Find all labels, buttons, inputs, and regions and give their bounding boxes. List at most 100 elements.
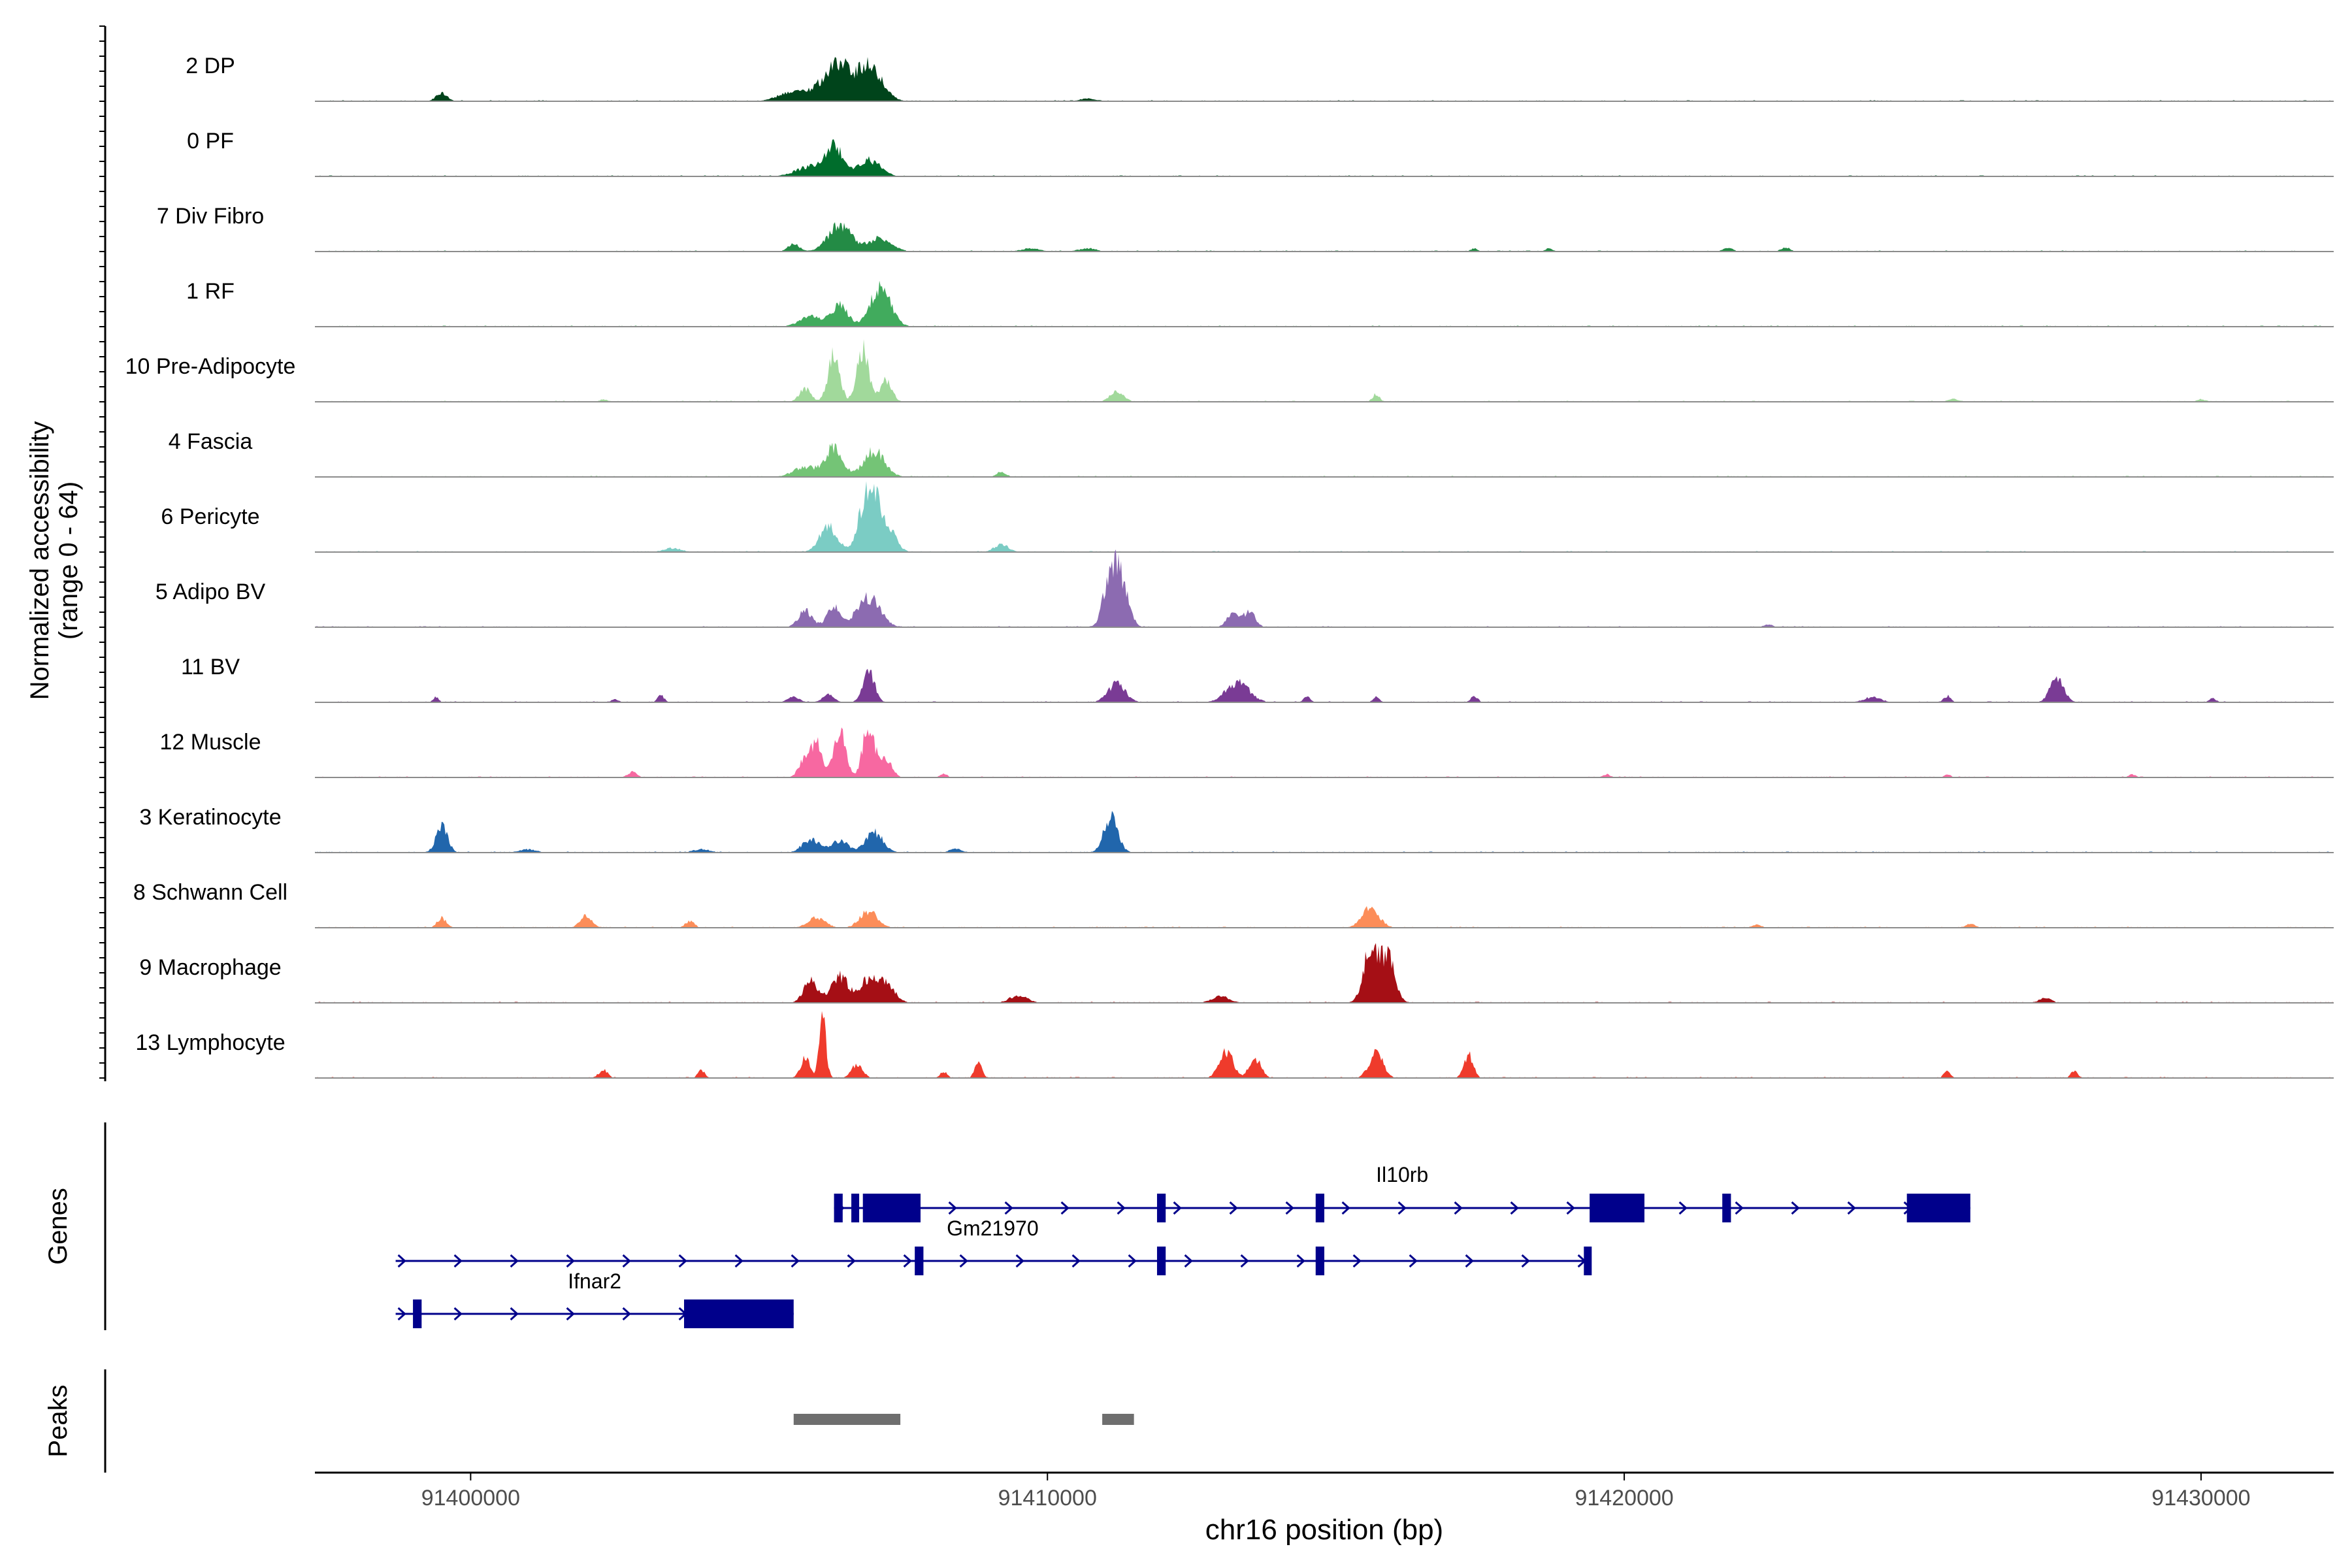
- exon: [915, 1247, 924, 1275]
- strand-arrow: [397, 1307, 406, 1321]
- exon: [684, 1299, 794, 1328]
- y-axis-label-line2: (range 0 - 64): [54, 482, 83, 640]
- track-0: 2 DP: [186, 54, 2334, 102]
- strand-arrow: [1566, 1201, 1575, 1215]
- strand-arrow: [948, 1201, 957, 1215]
- y-axis-label-line1: Normalized accessibility: [25, 421, 54, 700]
- strand-arrow: [1285, 1201, 1294, 1215]
- track-7: 5 Adipo BV: [155, 549, 2334, 628]
- gene-label-0: Il10rb: [1376, 1163, 1428, 1186]
- peak-region-1: [1102, 1414, 1134, 1425]
- x-tick-label-3: 91430000: [2151, 1486, 2250, 1511]
- strand-arrow: [1060, 1201, 1070, 1215]
- strand-arrow: [903, 1254, 912, 1268]
- gene-label-1: Gm21970: [947, 1217, 1039, 1240]
- exon: [413, 1299, 422, 1328]
- coverage-area-2: [315, 222, 2334, 252]
- track-label-13: 13 Lymphocyte: [135, 1030, 285, 1055]
- gene-1: Gm21970: [395, 1217, 1592, 1275]
- peaks-axis-label: Peaks: [44, 1384, 73, 1457]
- strand-arrow: [1847, 1201, 1856, 1215]
- track-9: 12 Muscle: [160, 727, 2334, 778]
- track-10: 3 Keratinocyte: [139, 805, 2334, 853]
- track-label-7: 5 Adipo BV: [155, 580, 266, 604]
- strand-arrow: [1117, 1201, 1126, 1215]
- track-label-2: 7 Div Fibro: [157, 204, 264, 229]
- gene-2: Ifnar2: [395, 1269, 794, 1328]
- coverage-area-12: [315, 943, 2334, 1003]
- x-axis-label: chr16 position (bp): [1205, 1514, 1443, 1546]
- exon: [851, 1194, 860, 1222]
- track-label-0: 2 DP: [186, 54, 235, 78]
- track-label-5: 4 Fascia: [169, 429, 253, 454]
- genes-axis-label: Genes: [44, 1188, 73, 1265]
- strand-arrow: [1004, 1201, 1013, 1215]
- strand-arrow: [1678, 1201, 1688, 1215]
- strand-arrow: [1341, 1201, 1350, 1215]
- track-8: 11 BV: [181, 655, 2334, 703]
- track-4: 10 Pre-Adipocyte: [125, 339, 2334, 402]
- track-2: 7 Div Fibro: [157, 204, 2334, 252]
- track-label-1: 0 PF: [187, 129, 234, 154]
- strand-arrow: [1397, 1201, 1407, 1215]
- exon: [1315, 1194, 1324, 1222]
- peak-region-0: [793, 1414, 901, 1425]
- track-11: 8 Schwann Cell: [133, 880, 2334, 928]
- peak-track: [793, 1414, 1134, 1425]
- exon: [1590, 1194, 1644, 1222]
- strand-arrow: [1791, 1201, 1800, 1215]
- strand-arrow: [959, 1254, 968, 1268]
- strand-arrow: [1071, 1254, 1081, 1268]
- strand-arrow: [1240, 1254, 1249, 1268]
- strand-arrow: [510, 1254, 519, 1268]
- gene-0: Il10rb: [834, 1163, 1970, 1222]
- exon: [1722, 1194, 1731, 1222]
- coverage-area-4: [315, 339, 2334, 402]
- track-3: 1 RF: [186, 279, 2334, 327]
- coverage-area-13: [315, 1011, 2334, 1078]
- strand-arrow: [1184, 1254, 1193, 1268]
- track-label-11: 8 Schwann Cell: [133, 880, 287, 905]
- x-tick-label-0: 91400000: [421, 1486, 520, 1511]
- strand-arrow: [678, 1254, 687, 1268]
- strand-arrow: [847, 1254, 856, 1268]
- exon: [1315, 1247, 1324, 1275]
- track-13: 13 Lymphocyte: [135, 1011, 2334, 1079]
- strand-arrow: [1015, 1254, 1024, 1268]
- strand-arrow: [453, 1254, 463, 1268]
- track-12: 9 Macrophage: [139, 943, 2334, 1004]
- x-tick-label-2: 91420000: [1575, 1486, 1673, 1511]
- exon: [1156, 1247, 1166, 1275]
- exon: [834, 1194, 843, 1222]
- strand-arrow: [1510, 1201, 1519, 1215]
- strand-arrow: [1296, 1254, 1305, 1268]
- strand-arrow: [622, 1254, 631, 1268]
- strand-arrow: [734, 1254, 743, 1268]
- track-label-4: 10 Pre-Adipocyte: [125, 354, 296, 379]
- strand-arrow: [566, 1307, 575, 1321]
- coverage-area-7: [315, 549, 2334, 627]
- strand-arrow: [622, 1307, 631, 1321]
- track-6: 6 Pericyte: [161, 481, 2334, 553]
- coverage-area-5: [315, 442, 2334, 477]
- track-label-10: 3 Keratinocyte: [139, 805, 281, 830]
- strand-arrow: [1465, 1254, 1474, 1268]
- coverage-area-3: [315, 280, 2334, 327]
- strand-arrow: [1454, 1201, 1463, 1215]
- strand-arrow: [791, 1254, 800, 1268]
- track-label-3: 1 RF: [186, 279, 235, 304]
- strand-arrow: [1352, 1254, 1362, 1268]
- exon: [1156, 1194, 1166, 1222]
- coverage-tracks: 2 DP 0 PF 7 Div Fibro 1 RF 10 Pre-Adipocyte 4…: [125, 54, 2334, 1079]
- track-label-9: 12 Muscle: [160, 730, 261, 755]
- strand-arrow: [1128, 1254, 1137, 1268]
- strand-arrow: [1409, 1254, 1418, 1268]
- x-axis: 91400000 91410000 91420000 91430000: [315, 1471, 2334, 1511]
- track-label-12: 9 Macrophage: [139, 955, 281, 980]
- coverage-y-axis: [99, 25, 106, 1081]
- strand-arrow: [1173, 1201, 1182, 1215]
- track-label-8: 11 BV: [181, 655, 240, 679]
- strand-arrow: [566, 1254, 575, 1268]
- coverage-area-10: [315, 811, 2334, 853]
- strand-arrow: [453, 1307, 463, 1321]
